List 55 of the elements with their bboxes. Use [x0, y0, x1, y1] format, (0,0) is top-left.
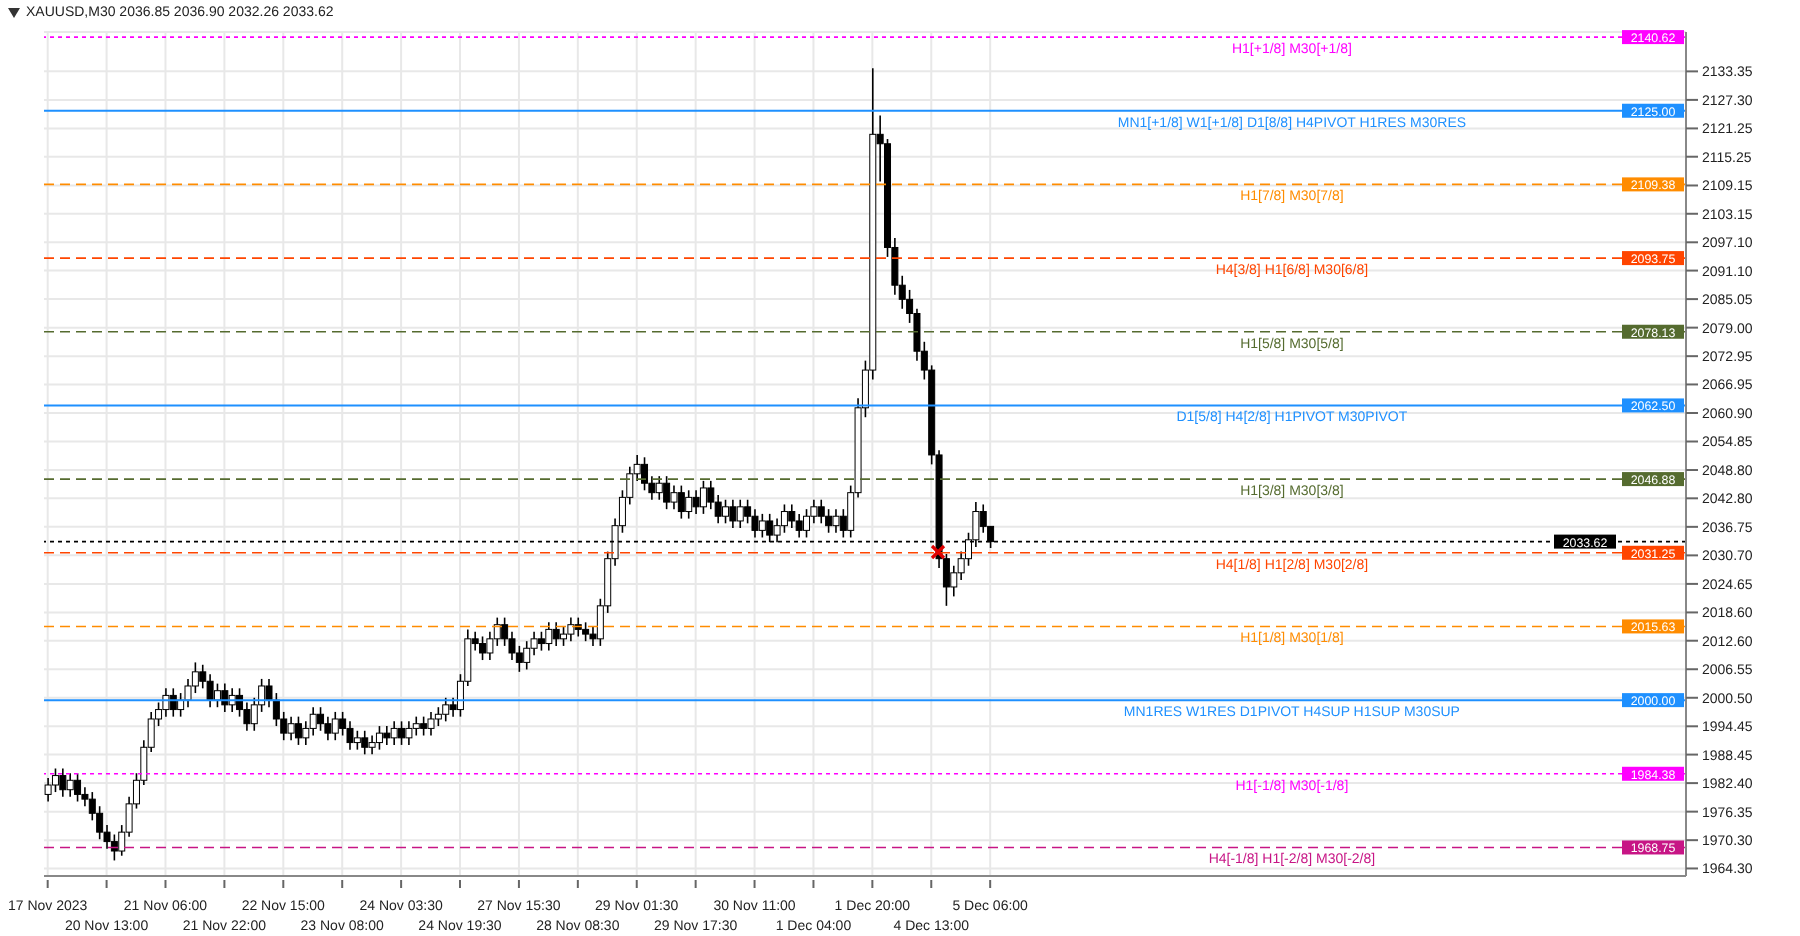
candlestick: [206, 673, 214, 708]
candlestick: [324, 715, 332, 742]
candlestick: [66, 772, 74, 798]
candlestick: [331, 711, 339, 742]
candlestick: [59, 767, 67, 798]
candlestick: [375, 725, 383, 751]
candlestick: [663, 475, 671, 510]
candlestick: [832, 508, 840, 534]
candlestick: [412, 715, 420, 737]
candlestick: [685, 489, 693, 520]
candlestick: [582, 621, 590, 642]
candlestick: [574, 616, 582, 638]
candlestick: [567, 616, 575, 642]
candlestick: [479, 635, 487, 661]
candlestick: [110, 833, 118, 862]
candlestick: [74, 772, 82, 803]
candlestick: [788, 503, 796, 529]
candlestick: [817, 498, 825, 525]
candlestick: [390, 720, 398, 746]
candlestick: [825, 508, 833, 534]
candlestick: [699, 480, 707, 515]
candlestick: [523, 640, 531, 671]
candlestick: [560, 626, 568, 647]
candlestick: [979, 503, 987, 534]
candlestick: [655, 475, 663, 501]
candlestick: [442, 696, 450, 723]
candlestick: [537, 630, 545, 652]
candlestick: [398, 720, 406, 746]
candlestick: [729, 498, 737, 529]
candlestick: [670, 484, 678, 510]
candlestick: [641, 456, 649, 492]
candlestick: [722, 498, 730, 525]
candlestick: [803, 508, 811, 539]
candlestick: [405, 720, 413, 746]
candlestick: [162, 687, 170, 718]
candlestick: [434, 706, 442, 727]
candlestick: [346, 720, 354, 751]
candlestick: [677, 484, 685, 520]
candlestick: [545, 621, 553, 652]
candlestick: [309, 706, 317, 737]
candlestick: [361, 729, 369, 756]
candlestick: [780, 503, 788, 534]
candlestick: [353, 729, 361, 751]
candlestick: [552, 621, 560, 647]
candlestick: [736, 498, 744, 529]
candlestick: [287, 715, 295, 742]
candlestick: [294, 715, 302, 746]
candlestick: [368, 734, 376, 756]
candlestick: [751, 508, 759, 539]
candlestick: [317, 706, 325, 732]
candlestick: [692, 489, 700, 515]
candlestick: [420, 715, 428, 737]
candlestick: [758, 513, 766, 539]
candlestick: [383, 725, 391, 746]
candlestick: [427, 711, 435, 737]
